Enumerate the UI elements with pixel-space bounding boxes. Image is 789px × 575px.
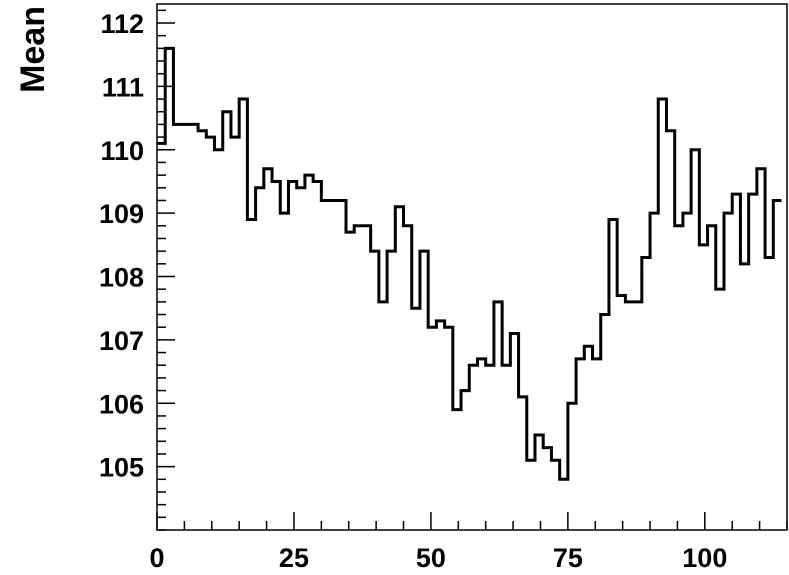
y-axis-title: Mean <box>14 6 52 93</box>
y-axis: 105 106 107 108 109 110 111 112 <box>99 9 175 531</box>
x-tick-label: 100 <box>682 543 727 573</box>
x-tick-label: 25 <box>279 543 309 573</box>
histogram-line <box>157 46 782 481</box>
plot-frame <box>156 3 788 531</box>
x-tick-label: 0 <box>149 543 164 573</box>
y-tick-label: 107 <box>99 326 144 356</box>
y-tick-label: 111 <box>102 72 144 102</box>
y-tick-label: 105 <box>99 453 144 483</box>
y-tick-label: 106 <box>99 389 144 419</box>
x-tick-label: 50 <box>416 543 446 573</box>
y-tick-label: 109 <box>99 199 144 229</box>
histogram-series <box>157 46 782 481</box>
y-tick-label: 108 <box>99 263 144 293</box>
y-tick-label: 110 <box>100 136 144 166</box>
plot-frame-rect <box>156 3 788 531</box>
x-axis: 0 25 50 75 100 <box>149 512 788 573</box>
x-tick-label: 75 <box>553 543 583 573</box>
y-tick-label: 112 <box>100 9 144 39</box>
